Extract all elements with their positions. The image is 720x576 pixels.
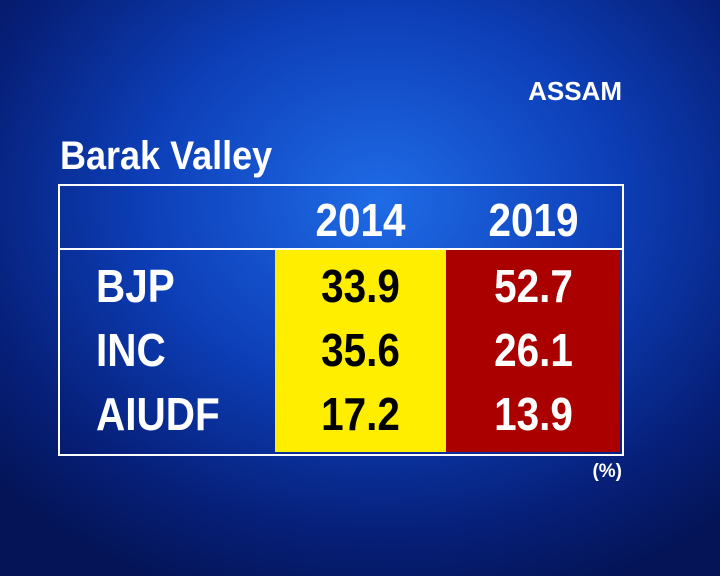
column-2014-bg — [275, 250, 446, 452]
party-label: INC — [96, 324, 166, 376]
value-cell: 35.6 — [321, 324, 400, 376]
title: Barak Valley — [60, 134, 273, 178]
table-border — [58, 184, 624, 456]
party-label: AIUDF — [96, 388, 220, 440]
column-header: 2014 — [315, 194, 406, 246]
party-label: BJP — [96, 260, 175, 312]
region-label: ASSAM — [528, 76, 622, 106]
value-cell: 26.1 — [494, 324, 573, 376]
value-cell: 52.7 — [494, 260, 573, 312]
column-header: 2019 — [488, 194, 579, 246]
value-cell: 33.9 — [321, 260, 400, 312]
header-divider — [58, 248, 622, 250]
unit-note: (%) — [592, 461, 622, 482]
value-cell: 13.9 — [494, 388, 573, 440]
value-cell: 17.2 — [321, 388, 400, 440]
column-2019-bg — [446, 250, 620, 452]
